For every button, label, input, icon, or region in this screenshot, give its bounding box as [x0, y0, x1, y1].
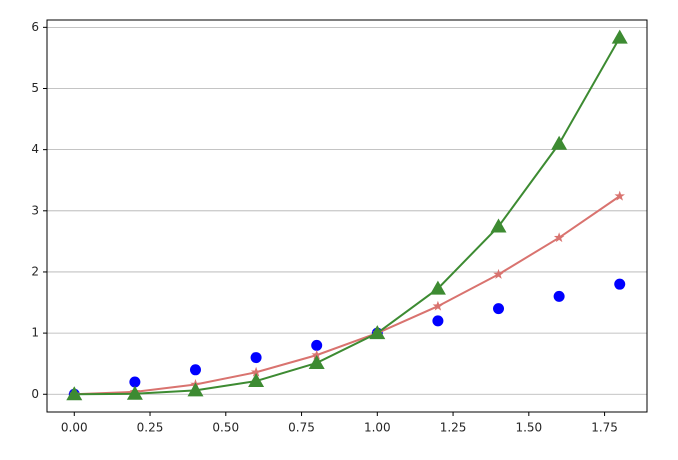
series-line [74, 195, 621, 396]
point [189, 364, 201, 376]
point [429, 280, 446, 295]
point [129, 376, 141, 388]
point [493, 303, 505, 315]
point [308, 354, 325, 369]
y-tick-label: 1 [31, 326, 39, 340]
x-tick-label: 1.00 [364, 421, 391, 435]
point [250, 352, 262, 364]
x-tick-label: 0.25 [137, 421, 164, 435]
point [66, 386, 83, 401]
x-tick-label: 0.00 [61, 421, 88, 435]
point [553, 232, 565, 243]
x-tick-label: 1.50 [515, 421, 542, 435]
point [553, 290, 565, 302]
series-line [74, 37, 621, 396]
point [311, 339, 323, 351]
y-tick-label: 0 [31, 387, 39, 401]
point [551, 135, 568, 150]
point [611, 29, 628, 44]
y-tick-label: 4 [31, 142, 39, 156]
point [311, 349, 322, 360]
y-tick-label: 2 [31, 264, 39, 278]
point [432, 315, 444, 327]
point [250, 366, 262, 377]
point [248, 373, 265, 388]
plot-frame [46, 19, 648, 413]
point [369, 325, 386, 340]
point [490, 218, 507, 233]
x-tick-label: 0.75 [288, 421, 315, 435]
y-tick-label: 3 [31, 203, 39, 217]
y-tick-label: 6 [31, 20, 39, 34]
x-tick-label: 1.75 [591, 421, 618, 435]
point [126, 385, 143, 400]
point [614, 278, 626, 290]
point [187, 382, 204, 397]
point [432, 300, 444, 311]
x-tick-label: 0.50 [212, 421, 239, 435]
point [493, 268, 504, 279]
y-tick-label: 5 [31, 81, 39, 95]
point [614, 190, 625, 201]
x-tick-label: 1.25 [440, 421, 467, 435]
